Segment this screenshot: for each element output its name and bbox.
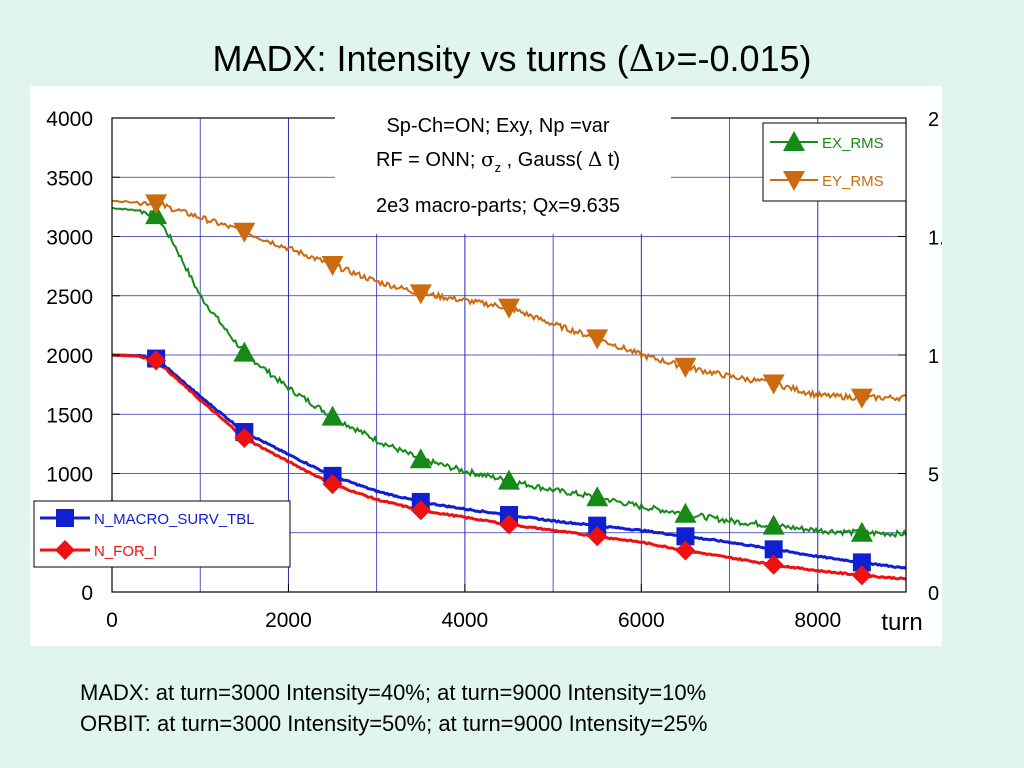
data-marker-n-macro-surv-tbl bbox=[588, 516, 607, 535]
legend-box bbox=[33, 500, 291, 568]
data-marker-n-for-i bbox=[675, 540, 696, 561]
data-marker-ey-rms bbox=[674, 357, 697, 378]
plot-panel: 02000400060008000turn0500100015002000250… bbox=[30, 86, 942, 646]
legend-entry: N_FOR_I bbox=[94, 543, 157, 560]
legend-emittance: EX_RMS EY_RMS bbox=[762, 122, 907, 202]
x-tick-label: 8000 bbox=[794, 609, 841, 632]
y-left-tick-label: 1500 bbox=[46, 404, 93, 427]
legend-marker bbox=[783, 131, 805, 151]
data-marker-n-for-i bbox=[851, 565, 872, 586]
madx-summary-note: MADX: at turn=3000 Intensity=40%; at tur… bbox=[80, 680, 707, 705]
x-tick-label: 2000 bbox=[265, 609, 312, 632]
y-right-tick-label: 5 10-8 bbox=[928, 461, 942, 487]
y-left-tick-label: 2000 bbox=[46, 345, 93, 368]
legend-marker bbox=[56, 509, 74, 527]
data-marker-ex-rms bbox=[586, 486, 609, 507]
data-marker-ex-rms bbox=[762, 514, 785, 535]
legend-entry: EY_RMS bbox=[822, 173, 884, 190]
legend-intensity: N_MACRO_SURV_TBL N_FOR_I bbox=[33, 500, 291, 568]
delta-nu-symbol: Δν bbox=[628, 39, 677, 80]
data-marker-ey-rms bbox=[409, 284, 432, 305]
data-marker-n-for-i bbox=[587, 526, 608, 547]
legend-marker bbox=[55, 540, 75, 560]
y-left-tick-label: 3000 bbox=[46, 227, 93, 250]
y-left-tick-label: 3500 bbox=[46, 167, 93, 190]
data-marker-ey-rms bbox=[586, 329, 609, 350]
annotation-box: Sp-Ch=ON; Exy, Np =var RF = ONN; σz , Ga… bbox=[335, 106, 671, 234]
legend-entry: EX_RMS bbox=[822, 135, 884, 152]
y-left-tick-label: 0 bbox=[81, 582, 93, 605]
data-marker-n-for-i bbox=[234, 427, 255, 448]
legend-entry: N_MACRO_SURV_TBL bbox=[94, 511, 255, 528]
data-marker-ey-rms bbox=[321, 255, 344, 276]
y-left-tick-label: 2500 bbox=[46, 286, 93, 309]
data-marker-ey-rms bbox=[145, 194, 168, 215]
data-marker-ey-rms bbox=[233, 222, 256, 243]
data-marker-ex-rms bbox=[850, 521, 873, 542]
legend-marker bbox=[783, 171, 805, 191]
data-marker-n-macro-surv-tbl bbox=[852, 553, 871, 572]
data-marker-ex-rms bbox=[321, 405, 344, 426]
data-marker-ex-rms bbox=[409, 448, 432, 469]
data-marker-ey-rms bbox=[850, 388, 873, 409]
data-marker-n-macro-surv-tbl bbox=[764, 540, 783, 559]
intensity-chart: 02000400060008000turn0500100015002000250… bbox=[33, 105, 942, 636]
data-marker-ey-rms bbox=[762, 374, 785, 395]
y-right-tick-label: 2 10-7 bbox=[928, 105, 942, 131]
data-marker-n-for-i bbox=[410, 500, 431, 521]
data-marker-n-for-i bbox=[763, 554, 784, 575]
page-title: MADX: Intensity vs turns (Δν=-0.015) bbox=[212, 38, 812, 80]
data-marker-n-for-i bbox=[499, 514, 519, 535]
y-left-tick-label: 1000 bbox=[46, 464, 93, 487]
data-marker-ey-rms bbox=[498, 298, 520, 319]
x-axis-label: turn bbox=[881, 609, 922, 636]
y-right-tick-label: 1 10-7 bbox=[928, 342, 942, 368]
y-left-tick-label: 4000 bbox=[46, 108, 93, 131]
data-marker-ex-rms bbox=[498, 469, 520, 490]
data-marker-ex-rms bbox=[674, 502, 697, 523]
legend-box bbox=[762, 122, 907, 202]
annotation-line-3: 2e3 macro-parts; Qx=9.635 bbox=[376, 195, 620, 217]
x-tick-label: 0 bbox=[106, 609, 118, 632]
data-marker-n-macro-surv-tbl bbox=[676, 527, 695, 546]
orbit-summary-note: ORBIT: at turn=3000 Intensity=50%; at tu… bbox=[80, 711, 708, 736]
x-tick-label: 4000 bbox=[442, 609, 489, 632]
y-right-tick-label: 1.5 10-7 bbox=[928, 224, 942, 250]
annotation-line-2: RF = ONN; σz , Gauss( Δ t) bbox=[376, 147, 620, 175]
data-marker-ex-rms bbox=[233, 341, 256, 362]
y-right-tick-label: 0 bbox=[928, 583, 939, 605]
data-marker-n-for-i bbox=[322, 474, 343, 495]
annotation-line-1: Sp-Ch=ON; Exy, Np =var bbox=[386, 115, 609, 137]
x-tick-label: 6000 bbox=[618, 609, 665, 632]
data-marker-n-for-i bbox=[146, 350, 167, 371]
